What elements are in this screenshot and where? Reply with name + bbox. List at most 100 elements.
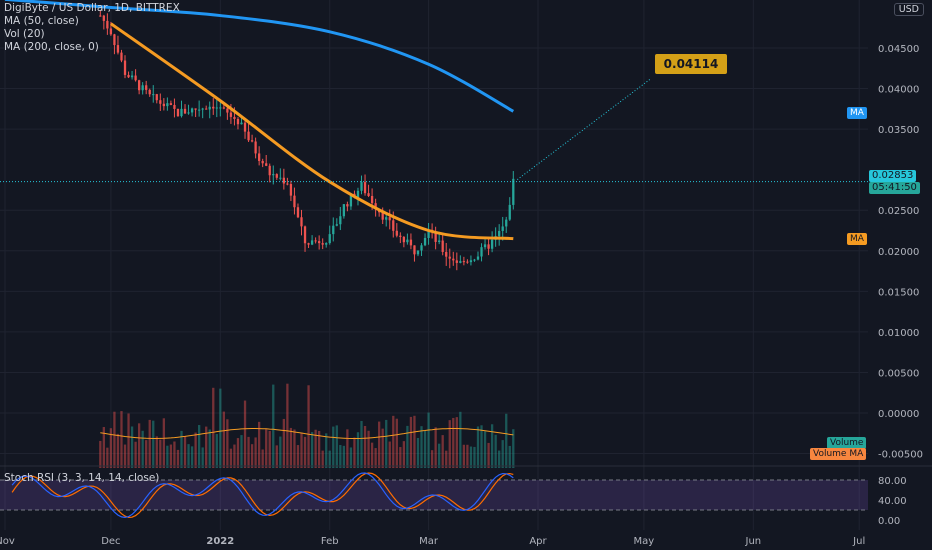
candle-body: [420, 245, 423, 251]
volume-bar: [459, 411, 462, 468]
candle-body: [190, 108, 194, 113]
volume-bar: [395, 418, 398, 468]
volume-bar: [300, 432, 303, 468]
price-axis: 0.04500 0.04000 0.03500 0.02500 0.02000 0.015…: [878, 44, 923, 461]
volume-bar: [438, 443, 441, 468]
stoch-rsi-panel: 80.00 40.00 0.00: [0, 465, 932, 527]
volume-bar: [99, 440, 102, 468]
candle-body: [300, 217, 303, 227]
volume-bar: [406, 425, 409, 468]
candle-body: [512, 178, 515, 205]
volume-bar: [169, 444, 173, 468]
chart-grid: [0, 0, 868, 530]
candle-body: [166, 103, 169, 107]
volume-bar: [148, 419, 151, 468]
candle-body: [265, 163, 268, 166]
candle-body: [169, 103, 173, 105]
candle-body: [279, 177, 282, 179]
volume-bar: [236, 438, 240, 468]
candle-body: [102, 15, 105, 21]
volume-bar: [363, 425, 367, 468]
indicator-ma200[interactable]: MA (200, close, 0): [4, 41, 99, 53]
candle-body: [409, 239, 413, 246]
volume-bar: [194, 432, 197, 468]
volume-bar: [342, 445, 346, 468]
volume-bar: [325, 433, 328, 468]
volume-bar: [109, 428, 113, 468]
volume-bar: [289, 427, 293, 468]
currency-button[interactable]: USD: [893, 3, 924, 16]
candle-body: [370, 196, 374, 204]
candle-body: [325, 243, 328, 245]
volume-bar: [247, 436, 250, 468]
candle-body: [508, 204, 511, 220]
stoch-rsi-title[interactable]: Stoch RSI (3, 3, 14, 14, close): [4, 472, 160, 484]
volume-bar: [215, 434, 218, 468]
candle-body: [385, 217, 388, 220]
indicator-vol[interactable]: Vol (20): [4, 28, 45, 40]
volume-bar: [183, 436, 187, 468]
volume-ma-line: [100, 428, 514, 439]
candle-body: [448, 256, 451, 259]
candle-body: [296, 207, 300, 218]
volume-bar: [233, 444, 236, 468]
candle-body: [293, 195, 296, 208]
target-price-callout[interactable]: 0.04114: [655, 54, 727, 74]
candle-body: [363, 182, 367, 194]
candle-body: [321, 243, 324, 245]
time-tick-0: Nov: [0, 536, 15, 547]
ma50-tag: MA: [847, 233, 867, 245]
candle-body: [130, 75, 134, 78]
volume-bar: [286, 383, 289, 468]
volume-bar: [490, 424, 494, 468]
candle-body: [106, 20, 109, 29]
candle-body: [159, 100, 162, 104]
candle-body: [434, 231, 437, 242]
candle-body: [187, 112, 190, 114]
volume-bar: [321, 450, 324, 468]
volume-bar: [190, 446, 194, 468]
volume-bar: [445, 450, 448, 468]
candle-body: [328, 234, 331, 244]
volume-bar: [374, 448, 377, 468]
candle-body: [501, 226, 504, 232]
price-tick-5: 0.01500: [878, 287, 919, 298]
symbol-title[interactable]: DigiByte / US Dollar, 1D, BITTREX: [4, 2, 180, 14]
candle-body: [466, 261, 469, 263]
volume-bar: [448, 420, 451, 468]
volume-bars: [99, 383, 515, 468]
ma50-line: [110, 22, 514, 241]
volume-bar: [434, 427, 437, 468]
volume-bar: [113, 411, 116, 468]
volume-bar: [413, 415, 416, 468]
volume-ma-tag: Volume MA: [810, 448, 867, 460]
candle-body: [452, 258, 455, 261]
volume-bar: [409, 416, 413, 468]
volume-bar: [152, 420, 155, 468]
candle-body: [247, 131, 250, 141]
candle-body: [109, 28, 113, 35]
candle-body: [275, 174, 278, 178]
candle-body: [120, 52, 123, 61]
volume-bar: [388, 441, 391, 468]
candle-body: [236, 119, 240, 125]
candle-body: [483, 244, 487, 248]
price-tick-9: -0.00500: [878, 450, 923, 461]
projection-line: [516, 78, 651, 180]
volume-bar: [501, 440, 504, 468]
volume-bar: [498, 450, 501, 468]
indicator-ma50[interactable]: MA (50, close): [4, 15, 79, 27]
candle-body: [374, 203, 377, 210]
volume-bar: [145, 440, 148, 468]
volume-bar: [173, 441, 176, 468]
candle-body: [406, 239, 409, 243]
volume-bar: [102, 427, 105, 468]
volume-bar: [137, 423, 141, 468]
candle-body: [127, 74, 130, 78]
price-tick-2: 0.03500: [878, 125, 919, 136]
volume-bar: [314, 429, 317, 468]
candle-body: [240, 122, 243, 125]
volume-bar: [166, 445, 169, 468]
volume-bar: [296, 445, 300, 468]
